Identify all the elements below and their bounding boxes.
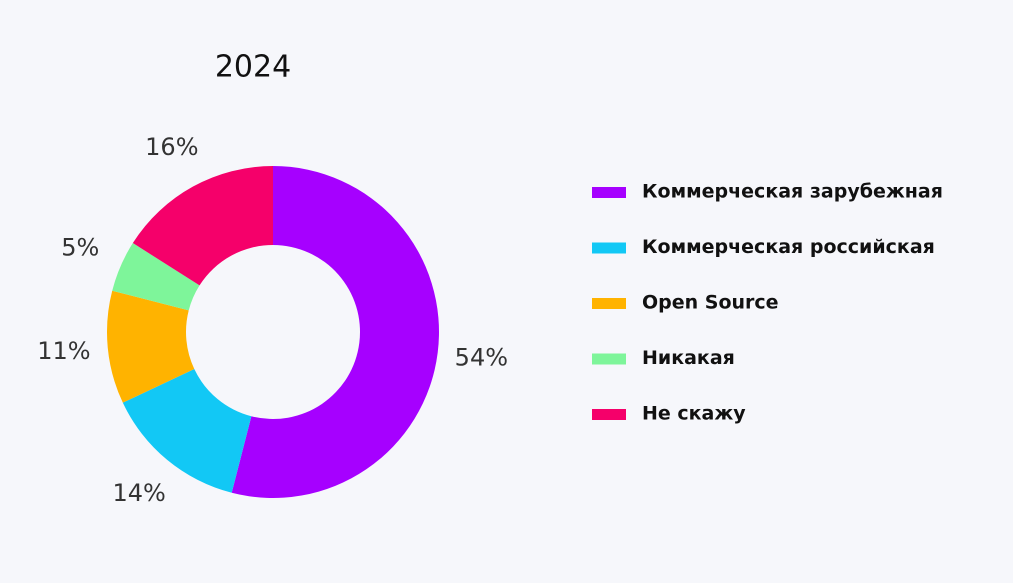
legend-swatch bbox=[592, 242, 626, 254]
data-label: 54% bbox=[455, 343, 508, 371]
donut-slice bbox=[122, 369, 252, 493]
chart-title: 2024 bbox=[215, 50, 291, 85]
donut-slice bbox=[112, 243, 200, 311]
legend-label: Никакая bbox=[642, 347, 735, 369]
legend-label: Не скажу bbox=[642, 403, 746, 425]
donut-slice bbox=[231, 166, 440, 499]
donut-slice bbox=[106, 290, 195, 403]
donut-slice bbox=[132, 166, 273, 286]
data-label: 14% bbox=[112, 479, 165, 507]
legend-label: Open Source bbox=[642, 292, 779, 314]
legend-label: Коммерческая зарубежная bbox=[642, 181, 943, 203]
legend-swatch bbox=[592, 409, 626, 420]
legend-swatch bbox=[592, 298, 626, 309]
data-label: 11% bbox=[37, 337, 90, 365]
legend-swatch bbox=[592, 187, 626, 198]
legend-swatch bbox=[592, 353, 626, 365]
data-label: 5% bbox=[61, 234, 99, 262]
data-label: 16% bbox=[145, 133, 198, 161]
legend-label: Коммерческая российская bbox=[642, 236, 935, 258]
